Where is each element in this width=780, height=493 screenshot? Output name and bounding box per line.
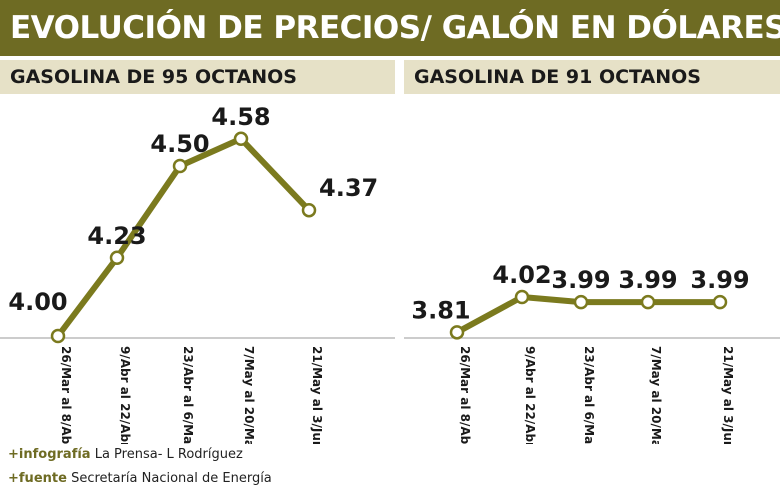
data-point — [573, 294, 589, 310]
data-label: 3.99 — [551, 266, 610, 294]
category-tick-label: 23/Abr al 6/May: — [181, 346, 195, 444]
category-tick-label: 21/May al 3/Jun: — [310, 346, 324, 444]
data-point — [449, 325, 465, 340]
data-point — [712, 294, 728, 310]
data-point — [172, 158, 188, 174]
panel-95-octanos: 4.00 26/Mar al 8/Abr: 4.23 9/Abr al 22/Abr:… — [8, 103, 378, 444]
category-tick-label: 21/May al 3/Jun: — [721, 346, 735, 444]
credit-fuente-value: Secretaría Nacional de Energía — [71, 471, 272, 486]
data-label: 4.02 — [492, 261, 551, 289]
category-tick-label: 7/May al 20/May: — [649, 346, 663, 444]
category-tick-label: 9/Abr al 22/Abr: — [118, 346, 132, 444]
category-tick-label: 23/Abr al 6/May: — [582, 346, 596, 444]
credit-infografia: +infografía La Prensa- L Rodríguez — [8, 447, 243, 462]
category-tick-label: 26/Mar al 8/Abr: — [458, 346, 472, 444]
data-label: 4.23 — [87, 222, 146, 250]
data-label: 3.81 — [411, 296, 470, 324]
data-label: 4.37 — [319, 174, 378, 202]
data-point — [50, 328, 66, 344]
panel-title-91: GASOLINA DE 91 OCTANOS — [404, 60, 780, 94]
panel-91-octanos: 3.81 26/Mar al 8/Abr: 4.02 9/Abr al 22/Abr:… — [411, 261, 749, 444]
credit-fuente-key: fuente — [18, 471, 67, 486]
data-point — [514, 289, 530, 305]
category-tick-label: 9/Abr al 22/Abr: — [523, 346, 537, 444]
credit-infografia-value: La Prensa- L Rodríguez — [94, 447, 243, 462]
data-label: 3.99 — [690, 266, 749, 294]
category-tick-label: 7/May al 20/May: — [242, 346, 256, 444]
data-label: 4.50 — [150, 130, 209, 158]
category-tick-label: 26/Mar al 8/Abr: — [59, 346, 73, 444]
panel-title-95: GASOLINA DE 95 OCTANOS — [0, 60, 395, 94]
line-charts: 4.00 26/Mar al 8/Abr: 4.23 9/Abr al 22/Abr:… — [0, 94, 780, 444]
data-point — [301, 202, 317, 218]
data-point — [233, 131, 249, 147]
credit-fuente: +fuente Secretaría Nacional de Energía — [8, 471, 272, 486]
data-point — [640, 294, 656, 310]
data-label: 4.58 — [211, 103, 270, 131]
data-label: 4.00 — [8, 288, 67, 316]
chart-title: EVOLUCIÓN DE PRECIOS/ GALÓN EN DÓLARES — [0, 0, 780, 56]
series-line — [455, 294, 720, 335]
data-point — [109, 250, 125, 266]
data-label: 3.99 — [618, 266, 677, 294]
credit-infografia-key: infografía — [18, 447, 91, 462]
